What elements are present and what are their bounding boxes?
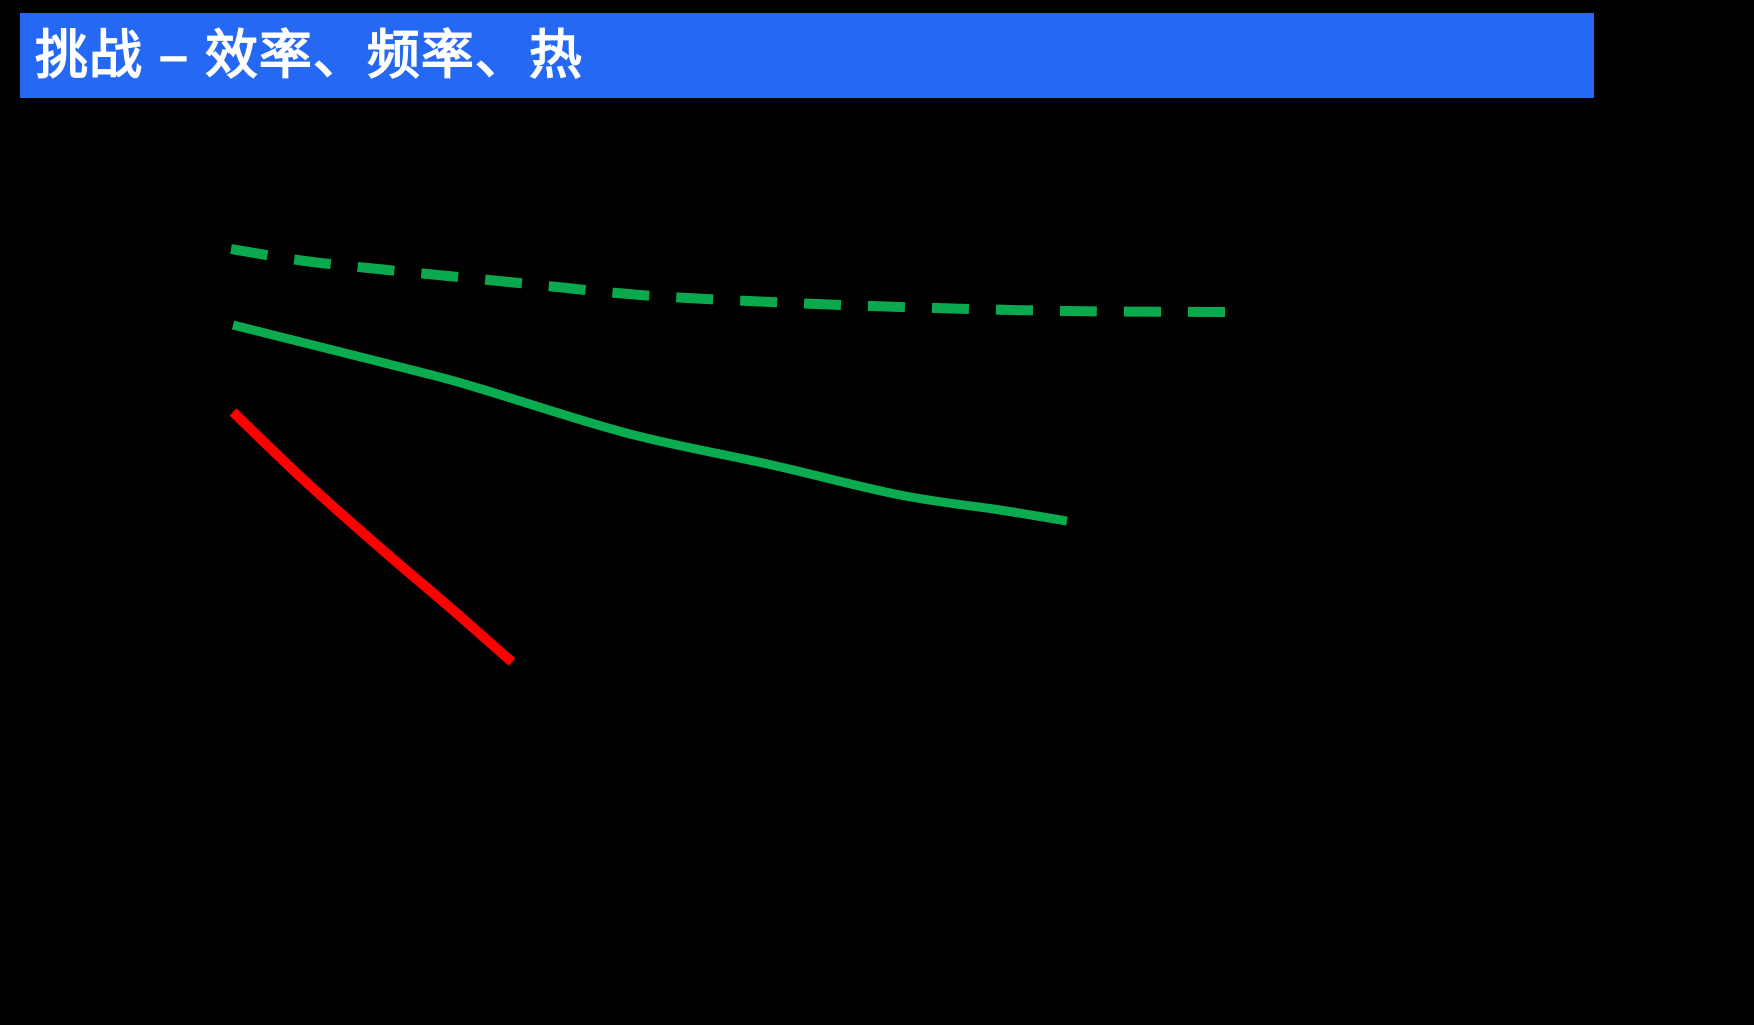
- red-curve: [229, 408, 516, 666]
- dashed-green-curve: [230, 244, 1231, 317]
- slide-title-banner: 挑战 – 效率、频率、热: [20, 13, 1594, 98]
- slide-title: 挑战 – 效率、频率、热: [35, 26, 583, 85]
- solid-green-curve: [231, 320, 1068, 526]
